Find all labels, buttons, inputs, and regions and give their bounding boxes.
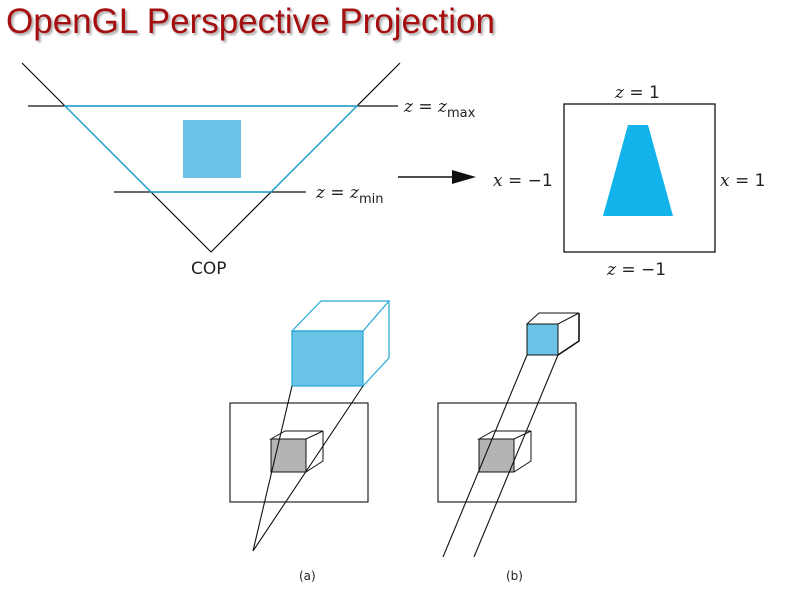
normalized-object-trapezoid: [603, 125, 673, 216]
canonical-left-label: x = −1: [493, 171, 553, 191]
projector-a-2: [252, 385, 364, 552]
view-frustum: [21, 62, 401, 253]
transform-arrow: [398, 170, 476, 184]
canonical-right-label: x = 1: [720, 171, 765, 191]
zmin-label: z = zmin: [315, 183, 384, 207]
cop-label: COP: [191, 259, 227, 279]
gray-cube-a: [269, 430, 324, 473]
frustum-trapezoid: [63, 105, 359, 193]
blue-cube-b: [525, 312, 580, 356]
parallel-illustration-b: [437, 312, 580, 558]
slide-title: OpenGL Perspective Projection: [6, 2, 495, 41]
projector-b-1: [442, 354, 528, 558]
canonical-top-label: z = 1: [614, 83, 660, 103]
blue-cube-a: [290, 300, 391, 387]
caption-b: (b): [506, 569, 523, 583]
projector-b-2: [473, 354, 559, 558]
canonical-view-volume: [563, 103, 716, 253]
zmax-label: z = zmax: [403, 97, 476, 121]
object-square: [183, 120, 241, 178]
caption-a: (a): [299, 569, 316, 583]
projection-plane-a: [229, 402, 369, 503]
perspective-illustration-a: [229, 300, 391, 552]
projector-a-1: [252, 385, 293, 552]
canonical-bottom-label: z = −1: [606, 260, 666, 280]
